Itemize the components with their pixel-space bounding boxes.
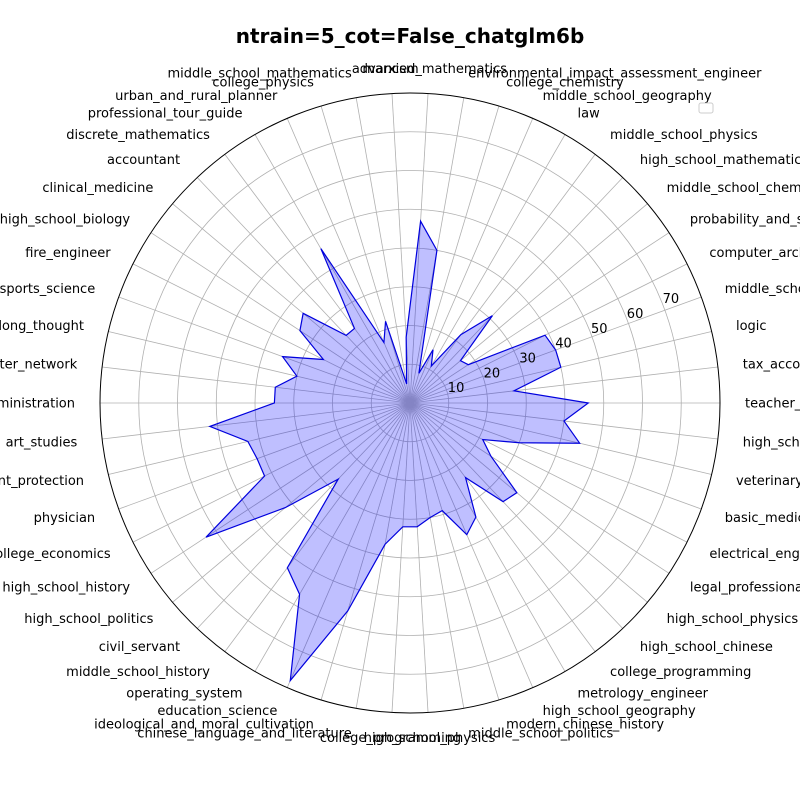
category-label: modern_chinese_history	[506, 717, 664, 732]
category-label: marxism	[362, 62, 418, 77]
chart-title: ntrain=5_cot=False_chatglm6b	[236, 24, 585, 48]
series-layer	[205, 219, 590, 683]
polar-frame	[99, 92, 721, 714]
radial-tick-labels: 10 20 30 40 50 60 70	[448, 292, 679, 396]
category-label: middle_school_history	[66, 665, 210, 680]
radial-tick-label: 20	[484, 366, 501, 381]
category-label: teacher_qualification	[745, 397, 800, 412]
category-label: probability_and_statistics	[690, 212, 800, 227]
category-label: basic_medicine	[725, 511, 800, 526]
category-label: legal_professional	[690, 581, 800, 596]
category-label: education_science	[157, 704, 277, 719]
category-label: discrete_mathematics	[66, 128, 210, 143]
category-label: mao_zedong_thought	[0, 319, 84, 334]
category-label: chinese_language_and_literature	[137, 726, 352, 741]
category-label: computer_network	[0, 358, 78, 373]
category-label: high_school_physics	[364, 731, 496, 746]
category-label: middle_school_chemistry	[667, 181, 800, 196]
radial-tick-label: 10	[448, 381, 465, 396]
category-label: fire_engineer	[25, 246, 111, 261]
category-label: middle_school_politics	[468, 726, 613, 741]
category-label: clinical_medicine	[42, 181, 153, 196]
category-label: physician	[34, 511, 96, 526]
category-label: high_school_politics	[24, 612, 153, 627]
grid-ring	[293, 286, 527, 520]
category-label: tax_accountant	[743, 358, 800, 373]
category-label: middle_school_biology	[725, 282, 800, 297]
category-label: sports_science	[0, 282, 95, 297]
grid-ring	[215, 208, 605, 598]
category-label: high_school_chinese	[640, 640, 773, 655]
category-label: high_school_physics	[667, 612, 799, 627]
grid-ring	[332, 325, 488, 481]
category-label: electrical_engineer	[709, 547, 800, 562]
category-label: middle_school_geography	[543, 89, 712, 104]
series-area	[205, 219, 590, 683]
category-label: veterinary_medicine	[736, 474, 800, 489]
category-label: metrology_engineer	[578, 687, 709, 702]
category-label: urban_and_rural_planner	[115, 89, 278, 104]
category-label: college_physics	[212, 76, 314, 91]
radial-tick-label: 40	[555, 337, 572, 352]
category-label: accountant	[107, 153, 180, 168]
radial-tick-label: 60	[627, 307, 644, 322]
category-label: plant_protection	[0, 474, 84, 489]
category-label: advanced_mathematics	[352, 62, 507, 77]
category-label: high_school_biology	[0, 212, 130, 227]
category-label: middle_school_mathematics	[168, 67, 353, 82]
category-label: art_studies	[6, 435, 78, 450]
category-label: law	[578, 106, 601, 121]
category-label: college_programming	[610, 665, 751, 680]
category-label: operating_system	[126, 687, 242, 702]
category-label: college_programming	[320, 731, 461, 746]
category-label: high_school_geography	[543, 704, 696, 719]
category-label: civil_servant	[99, 640, 180, 655]
category-label: logic	[736, 319, 767, 334]
radial-tick-label: 30	[519, 352, 536, 367]
category-label: business_administration	[0, 397, 75, 412]
category-label: college_economics	[0, 547, 111, 562]
category-label: computer_architecture	[709, 246, 800, 261]
category-label: middle_school_physics	[610, 128, 758, 143]
grid-ring	[370, 363, 450, 443]
category-label: high_school_mathematics	[640, 153, 800, 168]
category-label: professional_tour_guide	[88, 106, 243, 121]
category-label: ideological_and_moral_cultivation	[94, 717, 314, 732]
radial-tick-label: 70	[663, 292, 680, 307]
legend-box	[698, 102, 714, 114]
radial-tick-label: 50	[591, 322, 608, 337]
category-label: high_school_history	[2, 581, 130, 596]
category-labels: teacher_qualification tax_accountant logic…	[0, 62, 800, 746]
category-label: high_school_chemistry	[743, 435, 800, 450]
grid-ring	[254, 247, 566, 559]
category-label: college_chemistry	[506, 76, 624, 91]
category-label: environmental_impact_assessment_engineer	[468, 67, 762, 82]
grid-ring	[177, 170, 643, 636]
grid-ring	[138, 131, 682, 675]
